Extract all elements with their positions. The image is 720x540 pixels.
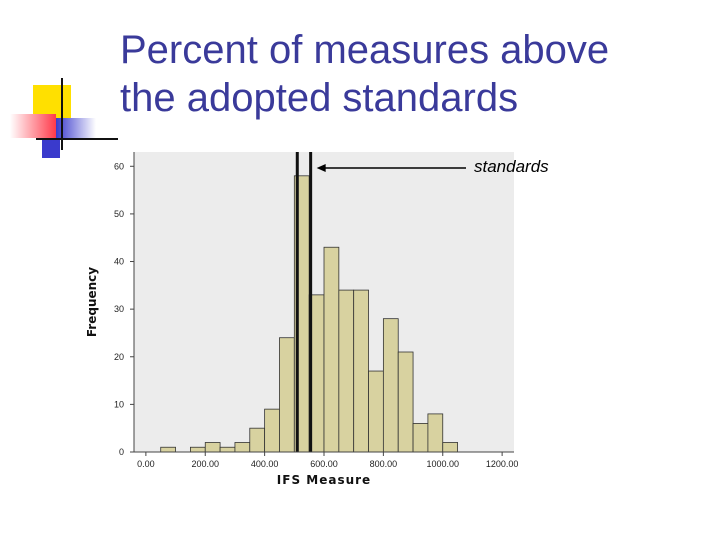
- x-tick-label-4: 800.00: [370, 459, 398, 469]
- histogram-bar-16: [412, 423, 429, 453]
- histogram-bar-17: [427, 413, 444, 453]
- histogram-bar-15: [397, 351, 414, 453]
- histogram-bar-0: [160, 446, 176, 453]
- decor-vertical-line: [61, 78, 63, 150]
- title-line-1: Percent of measures above: [120, 28, 610, 72]
- histogram-bar-18: [442, 442, 458, 453]
- decor-red-bar: [10, 114, 56, 138]
- histogram-bar-3: [219, 446, 236, 453]
- histogram-bar-4: [234, 442, 251, 453]
- histogram-bar-7: [279, 337, 295, 453]
- annotation-arrow-head: [316, 164, 326, 172]
- title-line-2: the adopted standards: [120, 76, 519, 120]
- x-tick-label-3: 600.00: [310, 459, 338, 469]
- standard-lines: [295, 152, 313, 452]
- y-tick-label-6: 60: [114, 161, 124, 171]
- y-tick-label-5: 50: [114, 209, 124, 219]
- annotation-label: standards: [474, 157, 549, 176]
- x-tick-label-1: 200.00: [191, 459, 219, 469]
- decor-blue-bar: [56, 118, 96, 140]
- page-title: Percent of measures above the adopted st…: [120, 26, 700, 122]
- y-tick-label-2: 20: [114, 352, 124, 362]
- decor-blue-square: [42, 140, 60, 158]
- y-tick-label-0: 0: [119, 447, 124, 457]
- y-axis-label: Frequency: [85, 267, 99, 337]
- x-tick-label-0: 0.00: [137, 459, 155, 469]
- y-ticks: 0 10 20 30 40 50 60: [114, 161, 134, 457]
- standards-annotation: standards: [316, 157, 549, 176]
- x-ticks: 0.00 200.00 400.00 600.00 800.00 1000.00 1200.…: [137, 452, 518, 469]
- x-axis-label: IFS Measure: [277, 473, 371, 487]
- histogram-bar-6: [264, 408, 280, 453]
- histogram-bar-5: [249, 427, 266, 453]
- y-tick-label-4: 40: [114, 257, 124, 267]
- histogram-bar-14: [382, 318, 399, 453]
- histogram-bars: [160, 175, 458, 453]
- y-tick-label-1: 10: [114, 399, 124, 409]
- y-tick-label-3: 30: [114, 304, 124, 314]
- x-tick-label-5: 1000.00: [426, 459, 459, 469]
- histogram-bar-2: [204, 442, 221, 453]
- histogram-bar-12: [353, 289, 369, 453]
- histogram-bar-11: [338, 289, 355, 453]
- histogram-bar-10: [323, 246, 340, 453]
- decor-horizontal-line: [36, 138, 118, 140]
- x-tick-label-2: 400.00: [251, 459, 279, 469]
- histogram-bar-1: [190, 446, 206, 453]
- histogram-bar-13: [368, 370, 384, 453]
- x-tick-label-6: 1200.00: [486, 459, 519, 469]
